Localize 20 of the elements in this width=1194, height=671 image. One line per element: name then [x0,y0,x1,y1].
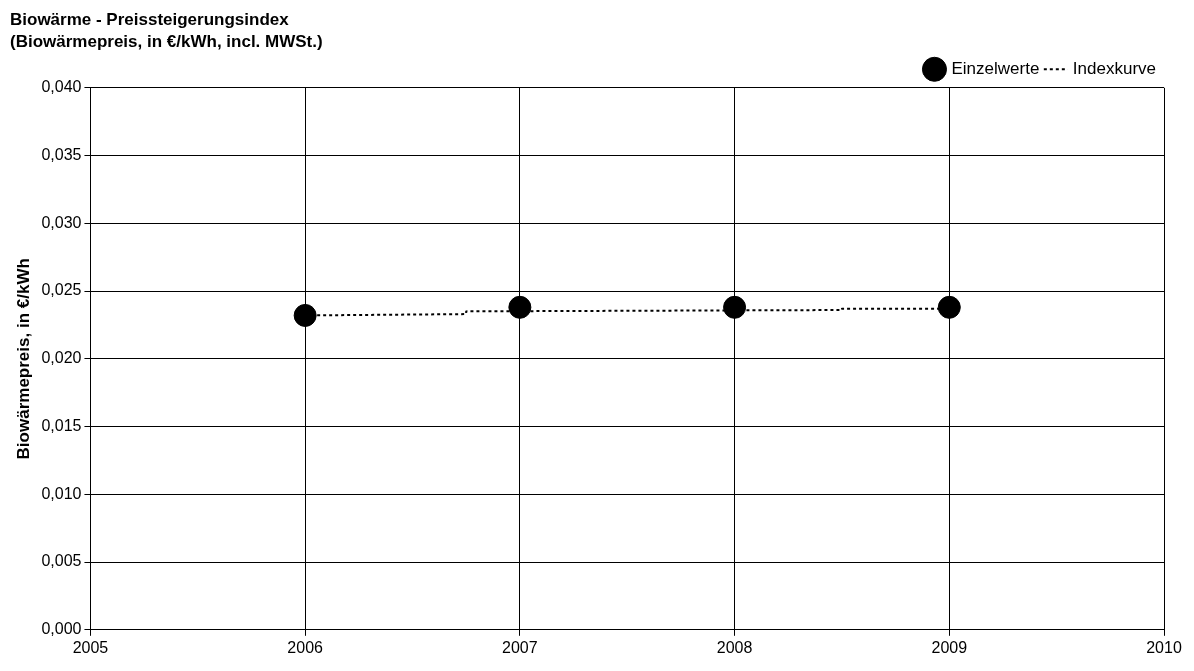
x-tick-label: 2010 [1146,638,1182,656]
x-tick-label: 2006 [287,638,324,656]
y-tick-label: 0,015 [41,416,82,434]
x-tick-label: 2005 [72,638,109,656]
y-tick-label: 0,000 [41,620,82,638]
x-tick-label: 2009 [931,638,968,656]
legend-label: Indexkurve [1072,58,1157,78]
y-tick-label: 0,030 [41,213,82,231]
legend-label: Einzelwerte [951,58,1040,78]
y-tick-label: 0,040 [41,78,82,96]
y-tick-label: 0,035 [41,145,82,163]
y-tick-label: 0,005 [41,552,82,570]
chart-title: Biowärme - Preissteigerungsindex [10,9,290,29]
chart-subtitle: (Biowärmepreis, in €/kWh, incl. MWSt.) [10,32,323,52]
x-tick-label: 2007 [502,638,538,656]
x-tick-label: 2008 [716,638,753,656]
y-tick-label: 0,010 [41,484,82,502]
y-tick-label: 0,025 [41,281,82,299]
y-axis-title: Biowärmepreis, in €/kWh [13,258,33,460]
y-tick-label: 0,020 [41,349,82,367]
